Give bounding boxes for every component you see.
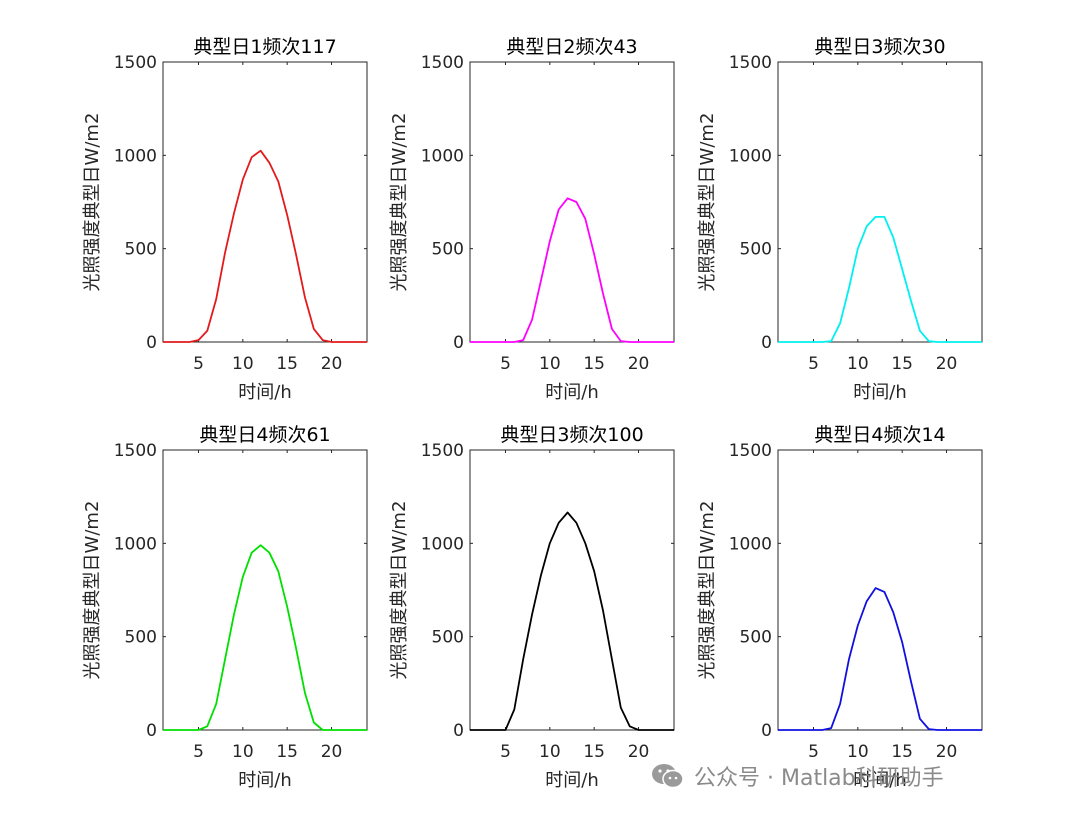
x-tick-label: 20 (321, 742, 343, 762)
y-axis-label: 光照强度典型日W/m2 (82, 501, 103, 680)
subplot-title: 典型日1频次117 (193, 36, 336, 58)
y-tick-label: 1000 (114, 146, 157, 166)
x-axis-label: 时间/h (545, 382, 598, 403)
x-tick-label: 10 (539, 354, 561, 374)
x-tick-label: 15 (583, 742, 605, 762)
subplot-6: 0 500 1000 1500 5 10 15 20 典型日4频次14 时间/h 光照强度典型日W/… (697, 424, 983, 791)
series-line (778, 587, 982, 731)
x-tick-label: 10 (232, 742, 254, 762)
x-tick-label: 10 (847, 742, 869, 762)
y-axis-label: 光照强度典型日W/m2 (389, 501, 410, 680)
y-tick-label: 500 (432, 628, 464, 648)
x-axis-label: 时间/h (238, 770, 291, 791)
watermark-text: 公众号 · Matlab科研助手 (694, 766, 944, 791)
x-axis-label: 时间/h (545, 770, 598, 791)
x-tick-label: 20 (628, 742, 650, 762)
x-tick-label: 5 (193, 742, 204, 762)
y-tick-label: 1000 (421, 534, 464, 554)
y-tick-label: 1500 (421, 441, 464, 461)
subplot-4: 0 500 1000 1500 5 10 15 20 典型日4频次61 时间/h 光照强度典型日W/… (82, 424, 368, 791)
y-axis-label: 光照强度典型日W/m2 (697, 113, 718, 292)
y-tick-label: 1000 (114, 534, 157, 554)
x-tick-label: 15 (583, 354, 605, 374)
y-axis-label: 光照强度典型日W/m2 (697, 501, 718, 680)
x-tick-label: 5 (193, 354, 204, 374)
y-tick-label: 0 (146, 333, 157, 353)
axes-box (162, 449, 368, 731)
x-tick-label: 10 (847, 354, 869, 374)
y-tick-label: 0 (453, 333, 464, 353)
subplot-5: 0 500 1000 1500 5 10 15 20 典型日3频次100 时间/h 光照强度典型日W… (389, 424, 675, 791)
y-axis-label: 光照强度典型日W/m2 (82, 113, 103, 292)
subplot-title: 典型日3频次100 (500, 424, 643, 446)
y-tick-label: 1500 (421, 53, 464, 73)
x-tick-label: 5 (500, 742, 511, 762)
subplot-2: 0 500 1000 1500 5 10 15 20 典型日2频次43 时间/h 光照强度典型日W/… (389, 36, 675, 403)
axes-box (469, 61, 675, 343)
subplot-title: 典型日4频次14 (814, 424, 945, 446)
y-tick-label: 1000 (729, 146, 772, 166)
x-tick-label: 15 (276, 742, 298, 762)
y-tick-label: 0 (761, 333, 772, 353)
subplot-title: 典型日4频次61 (199, 424, 330, 446)
series-line (163, 544, 367, 731)
y-tick-label: 500 (740, 240, 772, 260)
subplot-1: 0 500 1000 1500 5 10 15 20 典型日1频次117 时间/h 光照强度典型日W… (82, 36, 368, 403)
series-line (778, 215, 982, 343)
series-line (470, 197, 674, 343)
x-axis-label: 时间/h (853, 770, 906, 791)
x-tick-label: 20 (321, 354, 343, 374)
x-tick-label: 5 (500, 354, 511, 374)
y-tick-label: 1500 (729, 53, 772, 73)
x-axis-label: 时间/h (853, 382, 906, 403)
x-axis-label: 时间/h (238, 382, 291, 403)
y-tick-label: 1500 (114, 441, 157, 461)
y-tick-label: 500 (125, 240, 157, 260)
y-tick-label: 0 (761, 721, 772, 741)
subplot-3: 0 500 1000 1500 5 10 15 20 典型日3频次30 时间/h 光照强度典型日W/… (697, 36, 983, 403)
x-tick-label: 5 (808, 354, 819, 374)
y-tick-label: 1500 (114, 53, 157, 73)
series-line (470, 511, 674, 731)
x-tick-label: 20 (936, 354, 958, 374)
y-tick-label: 1500 (729, 441, 772, 461)
subplot-title: 典型日3频次30 (814, 36, 945, 58)
y-tick-label: 500 (432, 240, 464, 260)
y-tick-label: 0 (146, 721, 157, 741)
x-tick-label: 15 (276, 354, 298, 374)
axes-box (162, 61, 368, 343)
x-tick-label: 20 (936, 742, 958, 762)
y-tick-label: 500 (125, 628, 157, 648)
series-line (163, 149, 367, 343)
subplot-title: 典型日2频次43 (506, 36, 637, 58)
y-tick-label: 1000 (729, 534, 772, 554)
y-axis-label: 光照强度典型日W/m2 (389, 113, 410, 292)
axes-box (777, 61, 983, 343)
watermark: 公众号 · Matlab科研助手 (650, 756, 944, 796)
y-tick-label: 0 (453, 721, 464, 741)
x-tick-label: 10 (539, 742, 561, 762)
x-tick-label: 20 (628, 354, 650, 374)
y-tick-label: 1000 (421, 146, 464, 166)
axes-box (469, 449, 675, 731)
x-tick-label: 10 (232, 354, 254, 374)
x-tick-label: 5 (808, 742, 819, 762)
y-tick-label: 500 (740, 628, 772, 648)
x-tick-label: 15 (891, 742, 913, 762)
x-tick-label: 15 (891, 354, 913, 374)
wechat-icon (652, 764, 684, 789)
